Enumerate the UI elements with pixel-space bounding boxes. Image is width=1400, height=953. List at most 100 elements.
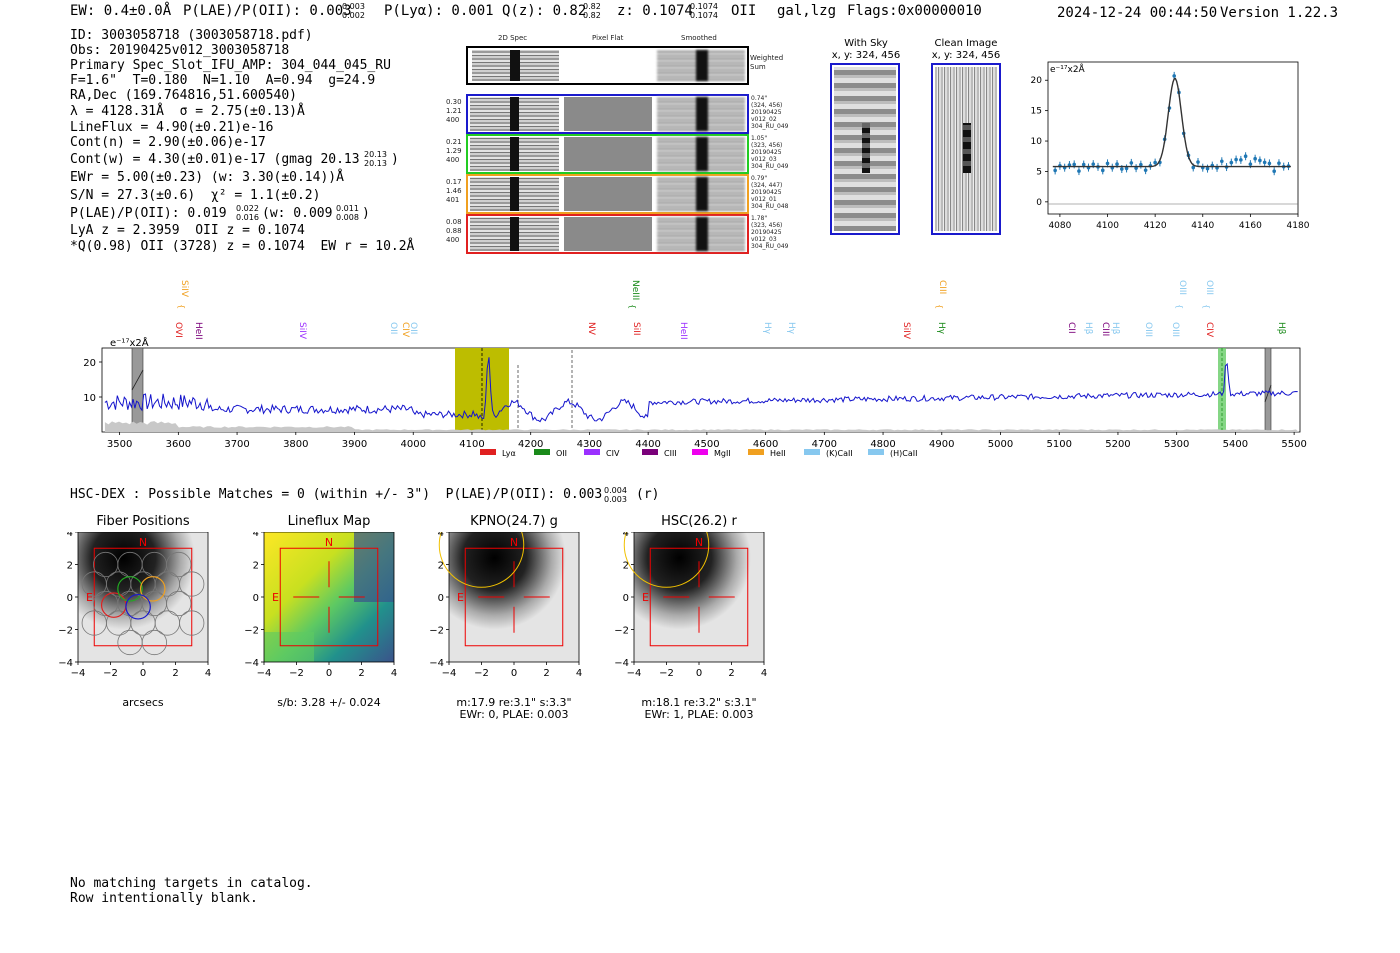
zoom-xtick-label: 4080: [1048, 221, 1071, 231]
panel-title: HSC(26.2) r: [661, 514, 737, 529]
row-stat: 400: [446, 236, 460, 244]
legend-label: (K)CaII: [826, 449, 853, 458]
panel-ytick-label: 4: [623, 532, 629, 539]
emission-line-label: OVI: [173, 322, 183, 338]
cutout-row-left-stats: 0.08 0.88 400: [446, 218, 462, 245]
panel-ytick-label: −4: [58, 658, 73, 669]
zoom-ytick-label: 10: [1031, 137, 1043, 147]
header-version: Version 1.22.3: [1220, 5, 1339, 21]
panel-ytick-label: −2: [58, 626, 73, 637]
panel-title: Fiber Positions: [96, 514, 190, 529]
zoom-data-point: [1243, 154, 1248, 159]
row-stat: 1.46: [446, 187, 462, 195]
zoom-ytick-label: 0: [1036, 198, 1042, 208]
panel-xtick-label: 0: [511, 668, 517, 679]
fiber-circle: [141, 629, 167, 656]
panel-caption: m:17.9 re:3.1" s:3.3": [456, 696, 572, 709]
panel-ytick-label: 2: [438, 561, 444, 572]
east-label: E: [457, 591, 464, 604]
fiber-circle: [179, 571, 205, 597]
emission-line-label: CII: [1066, 322, 1076, 334]
spectrum-xtick-label: 4600: [753, 439, 778, 450]
with-sky-title: With Sky: [844, 38, 888, 49]
zoom-data-point: [1258, 158, 1262, 163]
ellipse-aperture: [623, 532, 710, 588]
fiber-circle: [179, 610, 205, 636]
header-qz: Q(z): 0.82: [502, 3, 587, 19]
hsc-plae-lo: 0.003: [604, 495, 627, 504]
row-info: 1.78": [751, 215, 768, 222]
cutout-row-left-stats: 0.30 1.21 400: [446, 98, 462, 125]
info-contw-hi: 20.13: [364, 150, 387, 159]
panel-ytick-label: 2: [253, 561, 259, 572]
clean-image: [931, 63, 1001, 235]
row-info: 1.05": [751, 135, 768, 142]
info-id: ID: 3003058718 (3003058718.pdf): [70, 28, 313, 43]
panel-ytick-label: −4: [429, 658, 444, 669]
hsc-dex-line: HSC-DEX : Possible Matches = 0 (within +…: [70, 487, 603, 502]
legend-label: CIV: [606, 449, 620, 458]
emission-line-label: CIII: [937, 280, 947, 294]
info-lineflux: LineFlux = 4.90(±0.21)e-16: [70, 120, 274, 135]
zoom-data-point: [1091, 162, 1096, 166]
panel-xtick-label: −2: [474, 668, 489, 679]
north-label: N: [510, 536, 518, 549]
spectrum-xtick-label: 3700: [224, 439, 249, 450]
panel-ytick-label: 4: [438, 532, 444, 539]
row-stat: 400: [446, 116, 460, 124]
panel-xtick-label: 2: [543, 668, 549, 679]
east-label: E: [86, 591, 93, 604]
spectrum-xtick-label: 4500: [694, 439, 719, 450]
row-stat: 1.21: [446, 107, 462, 115]
row-info: (324, 456): [751, 102, 783, 109]
spectrum-xtick-label: 4000: [401, 439, 426, 450]
panel-xtick-label: 2: [728, 668, 734, 679]
ellipse-aperture: [438, 532, 525, 588]
emission-line-label: OIII: [1170, 322, 1180, 337]
spectrum-xtick-label: 5100: [1046, 439, 1071, 450]
fiber-circle-highlighted: [125, 593, 151, 620]
panel-ytick-label: 4: [253, 532, 259, 539]
zoom-data-point: [1267, 161, 1272, 166]
row-info: v012_02: [751, 116, 777, 123]
info-plae-w-lo: 0.008: [336, 213, 359, 222]
zoom-xtick-label: 4120: [1144, 221, 1167, 231]
fiber-circle: [166, 551, 192, 578]
footer-line-2: Row intentionally blank.: [70, 891, 258, 906]
panel-ytick-label: 0: [623, 593, 629, 604]
spectrum-xtick-label: 4400: [635, 439, 660, 450]
legend-label: (H)CaII: [890, 449, 917, 458]
emission-line-label: SiIV: [179, 280, 189, 298]
cutout-row: [466, 174, 749, 214]
panel-xtick-label: 4: [761, 668, 767, 679]
header-flags: Flags:0x00000010: [847, 3, 982, 19]
panel-caption-2: EWr: 1, PLAE: 0.003: [644, 708, 754, 721]
panel-ytick-label: 2: [623, 561, 629, 572]
with-sky-xy: x, y: 324, 456: [831, 50, 901, 61]
emission-line-label: Hγ: [762, 322, 772, 335]
emission-line-label: OIII: [1143, 322, 1153, 337]
info-plae-close: ): [362, 206, 370, 221]
zoom-ytick-label: 20: [1031, 76, 1043, 86]
panel-xtick-label: 4: [576, 668, 582, 679]
with-sky-image: [830, 63, 900, 235]
sky-image: [449, 532, 579, 662]
header-plae-lo: 0.002: [342, 11, 365, 20]
row-info: v012_03: [751, 156, 777, 163]
emission-line-label: HeII: [678, 322, 688, 340]
emission-line-label: Hβ: [1276, 322, 1286, 335]
panel-xtick-label: −2: [659, 668, 674, 679]
zoom-unit-label: e⁻¹⁷x2Å: [1050, 63, 1086, 75]
info-plae: P(LAE)/P(OII): 0.019: [70, 206, 227, 221]
zoom-data-point: [1077, 169, 1081, 173]
row-stat: 400: [446, 156, 460, 164]
header-qz-lo: 0.82: [583, 11, 601, 20]
zoom-data-point: [1072, 162, 1076, 167]
panel-xtick-label: 2: [358, 668, 364, 679]
panel-xtick-label: 2: [172, 668, 178, 679]
panel-xtick-label: −2: [103, 668, 118, 679]
zoom-data-point: [1143, 168, 1148, 172]
zoom-data-point: [1262, 160, 1267, 165]
row-stat: 1.29: [446, 147, 462, 155]
col-pixel-flat: Pixel Flat: [592, 34, 624, 42]
